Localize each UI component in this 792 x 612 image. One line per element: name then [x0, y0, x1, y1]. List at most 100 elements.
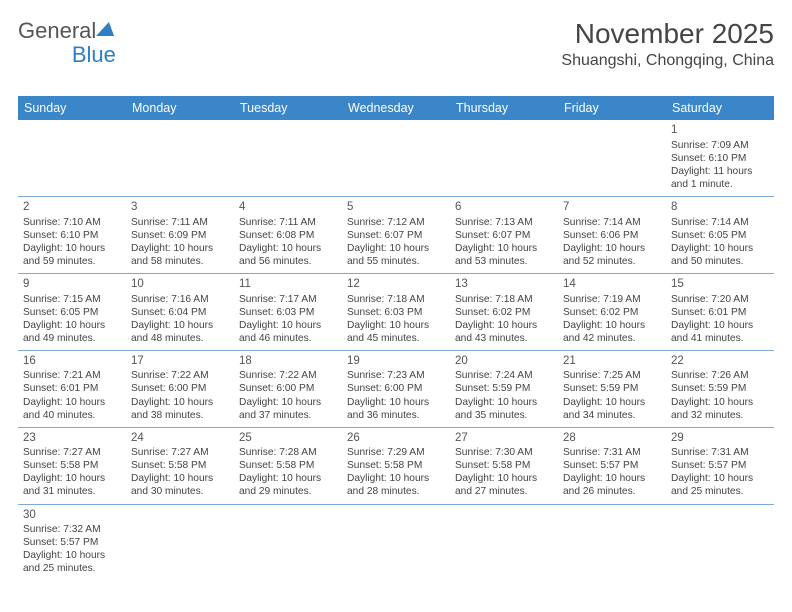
- calendar-day-cell: 9Sunrise: 7:15 AMSunset: 6:05 PMDaylight…: [18, 273, 126, 350]
- daylight-text: Daylight: 10 hours and 50 minutes.: [671, 242, 769, 268]
- sunrise-text: Sunrise: 7:12 AM: [347, 216, 445, 229]
- sunrise-text: Sunrise: 7:27 AM: [23, 446, 121, 459]
- calendar-day-cell: 8Sunrise: 7:14 AMSunset: 6:05 PMDaylight…: [666, 196, 774, 273]
- calendar-day-cell: 30Sunrise: 7:32 AMSunset: 5:57 PMDayligh…: [18, 504, 126, 580]
- day-header: Thursday: [450, 96, 558, 120]
- logo-text-general: General: [18, 18, 96, 44]
- day-number: 17: [131, 354, 229, 369]
- sunset-text: Sunset: 5:59 PM: [563, 382, 661, 395]
- daylight-text: Daylight: 10 hours and 46 minutes.: [239, 319, 337, 345]
- day-number: 23: [23, 431, 121, 446]
- calendar-empty-cell: [450, 504, 558, 580]
- day-header: Sunday: [18, 96, 126, 120]
- day-header: Saturday: [666, 96, 774, 120]
- daylight-text: Daylight: 10 hours and 59 minutes.: [23, 242, 121, 268]
- daylight-text: Daylight: 10 hours and 31 minutes.: [23, 472, 121, 498]
- day-number: 30: [23, 508, 121, 523]
- calendar-week-row: 30Sunrise: 7:32 AMSunset: 5:57 PMDayligh…: [18, 504, 774, 580]
- calendar-day-cell: 16Sunrise: 7:21 AMSunset: 6:01 PMDayligh…: [18, 350, 126, 427]
- daylight-text: Daylight: 10 hours and 58 minutes.: [131, 242, 229, 268]
- sunset-text: Sunset: 6:05 PM: [23, 306, 121, 319]
- day-number: 16: [23, 354, 121, 369]
- daylight-text: Daylight: 10 hours and 45 minutes.: [347, 319, 445, 345]
- day-number: 18: [239, 354, 337, 369]
- sunrise-text: Sunrise: 7:11 AM: [131, 216, 229, 229]
- sunset-text: Sunset: 6:07 PM: [455, 229, 553, 242]
- daylight-text: Daylight: 10 hours and 36 minutes.: [347, 396, 445, 422]
- day-number: 29: [671, 431, 769, 446]
- month-title: November 2025: [561, 18, 774, 50]
- sunset-text: Sunset: 6:10 PM: [23, 229, 121, 242]
- day-number: 10: [131, 277, 229, 292]
- daylight-text: Daylight: 10 hours and 37 minutes.: [239, 396, 337, 422]
- sunrise-text: Sunrise: 7:28 AM: [239, 446, 337, 459]
- calendar-week-row: 16Sunrise: 7:21 AMSunset: 6:01 PMDayligh…: [18, 350, 774, 427]
- logo-text-blue: Blue: [72, 42, 116, 67]
- logo-line2: GeneBlue: [18, 42, 116, 68]
- day-number: 24: [131, 431, 229, 446]
- day-number: 20: [455, 354, 553, 369]
- sunrise-text: Sunrise: 7:18 AM: [347, 293, 445, 306]
- daylight-text: Daylight: 10 hours and 52 minutes.: [563, 242, 661, 268]
- day-number: 3: [131, 200, 229, 215]
- day-header: Wednesday: [342, 96, 450, 120]
- daylight-text: Daylight: 10 hours and 35 minutes.: [455, 396, 553, 422]
- calendar-week-row: 9Sunrise: 7:15 AMSunset: 6:05 PMDaylight…: [18, 273, 774, 350]
- calendar-day-cell: 13Sunrise: 7:18 AMSunset: 6:02 PMDayligh…: [450, 273, 558, 350]
- daylight-text: Daylight: 10 hours and 34 minutes.: [563, 396, 661, 422]
- logo-sail-icon: [96, 22, 118, 36]
- daylight-text: Daylight: 10 hours and 25 minutes.: [23, 549, 121, 575]
- sunrise-text: Sunrise: 7:10 AM: [23, 216, 121, 229]
- calendar-empty-cell: [342, 504, 450, 580]
- sunset-text: Sunset: 6:03 PM: [239, 306, 337, 319]
- day-number: 14: [563, 277, 661, 292]
- day-number: 9: [23, 277, 121, 292]
- daylight-text: Daylight: 10 hours and 29 minutes.: [239, 472, 337, 498]
- sunset-text: Sunset: 5:58 PM: [23, 459, 121, 472]
- day-header: Friday: [558, 96, 666, 120]
- daylight-text: Daylight: 10 hours and 55 minutes.: [347, 242, 445, 268]
- header: General November 2025 Shuangshi, Chongqi…: [18, 18, 774, 70]
- calendar-day-cell: 28Sunrise: 7:31 AMSunset: 5:57 PMDayligh…: [558, 427, 666, 504]
- daylight-text: Daylight: 10 hours and 28 minutes.: [347, 472, 445, 498]
- daylight-text: Daylight: 10 hours and 43 minutes.: [455, 319, 553, 345]
- calendar-day-cell: 15Sunrise: 7:20 AMSunset: 6:01 PMDayligh…: [666, 273, 774, 350]
- sunset-text: Sunset: 5:58 PM: [239, 459, 337, 472]
- day-header: Monday: [126, 96, 234, 120]
- day-number: 25: [239, 431, 337, 446]
- calendar-empty-cell: [126, 504, 234, 580]
- day-number: 27: [455, 431, 553, 446]
- sunrise-text: Sunrise: 7:22 AM: [239, 369, 337, 382]
- day-number: 12: [347, 277, 445, 292]
- calendar-day-cell: 3Sunrise: 7:11 AMSunset: 6:09 PMDaylight…: [126, 196, 234, 273]
- day-number: 6: [455, 200, 553, 215]
- sunrise-text: Sunrise: 7:29 AM: [347, 446, 445, 459]
- calendar-week-row: 2Sunrise: 7:10 AMSunset: 6:10 PMDaylight…: [18, 196, 774, 273]
- sunset-text: Sunset: 6:08 PM: [239, 229, 337, 242]
- daylight-text: Daylight: 10 hours and 27 minutes.: [455, 472, 553, 498]
- logo: General: [18, 18, 116, 44]
- calendar-week-row: 23Sunrise: 7:27 AMSunset: 5:58 PMDayligh…: [18, 427, 774, 504]
- sunrise-text: Sunrise: 7:30 AM: [455, 446, 553, 459]
- sunset-text: Sunset: 5:59 PM: [455, 382, 553, 395]
- day-number: 8: [671, 200, 769, 215]
- location-subtitle: Shuangshi, Chongqing, China: [561, 52, 774, 70]
- sunrise-text: Sunrise: 7:20 AM: [671, 293, 769, 306]
- sunset-text: Sunset: 5:58 PM: [131, 459, 229, 472]
- calendar-empty-cell: [18, 120, 126, 196]
- calendar-empty-cell: [342, 120, 450, 196]
- sunset-text: Sunset: 6:00 PM: [131, 382, 229, 395]
- daylight-text: Daylight: 10 hours and 26 minutes.: [563, 472, 661, 498]
- calendar-empty-cell: [234, 504, 342, 580]
- day-number: 15: [671, 277, 769, 292]
- sunrise-text: Sunrise: 7:27 AM: [131, 446, 229, 459]
- sunset-text: Sunset: 5:57 PM: [563, 459, 661, 472]
- calendar-day-cell: 11Sunrise: 7:17 AMSunset: 6:03 PMDayligh…: [234, 273, 342, 350]
- sunrise-text: Sunrise: 7:32 AM: [23, 523, 121, 536]
- day-number: 1: [671, 123, 769, 138]
- day-number: 28: [563, 431, 661, 446]
- calendar-empty-cell: [666, 504, 774, 580]
- sunset-text: Sunset: 6:05 PM: [671, 229, 769, 242]
- sunrise-text: Sunrise: 7:11 AM: [239, 216, 337, 229]
- daylight-text: Daylight: 10 hours and 53 minutes.: [455, 242, 553, 268]
